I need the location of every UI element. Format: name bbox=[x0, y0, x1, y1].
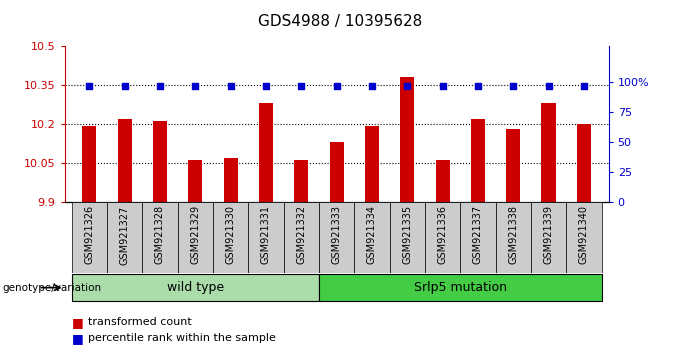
Text: GSM921329: GSM921329 bbox=[190, 205, 201, 264]
Bar bbox=[506, 129, 520, 202]
Point bbox=[367, 83, 377, 88]
Point bbox=[473, 83, 483, 88]
Bar bbox=[496, 202, 531, 273]
Bar bbox=[71, 274, 319, 301]
Text: GSM921327: GSM921327 bbox=[120, 205, 130, 264]
Bar bbox=[107, 202, 142, 273]
Text: Srlp5 mutation: Srlp5 mutation bbox=[413, 281, 507, 294]
Bar bbox=[577, 124, 591, 202]
Text: GSM921330: GSM921330 bbox=[226, 205, 236, 264]
Point bbox=[508, 83, 519, 88]
Text: transformed count: transformed count bbox=[88, 317, 192, 327]
Point bbox=[260, 83, 271, 88]
Bar bbox=[330, 142, 343, 202]
Bar bbox=[471, 119, 485, 202]
Point bbox=[84, 83, 95, 88]
Bar bbox=[354, 202, 390, 273]
Text: GDS4988 / 10395628: GDS4988 / 10395628 bbox=[258, 14, 422, 29]
Text: ■: ■ bbox=[71, 332, 83, 344]
Bar bbox=[460, 202, 496, 273]
Text: GSM921337: GSM921337 bbox=[473, 205, 483, 264]
Bar bbox=[177, 202, 213, 273]
Bar bbox=[566, 202, 602, 273]
Text: GSM921335: GSM921335 bbox=[403, 205, 412, 264]
Text: ■: ■ bbox=[71, 316, 83, 329]
Text: GSM921333: GSM921333 bbox=[332, 205, 341, 264]
Text: GSM921334: GSM921334 bbox=[367, 205, 377, 264]
Bar bbox=[224, 158, 238, 202]
Point bbox=[154, 83, 165, 88]
Text: GSM921328: GSM921328 bbox=[155, 205, 165, 264]
Bar bbox=[213, 202, 248, 273]
Text: GSM921326: GSM921326 bbox=[84, 205, 95, 264]
Bar bbox=[294, 160, 308, 202]
Point bbox=[579, 83, 590, 88]
Text: GSM921338: GSM921338 bbox=[508, 205, 518, 264]
Bar bbox=[259, 103, 273, 202]
Point bbox=[190, 83, 201, 88]
Text: genotype/variation: genotype/variation bbox=[2, 282, 101, 293]
Text: GSM921331: GSM921331 bbox=[261, 205, 271, 264]
Bar bbox=[425, 202, 460, 273]
Bar bbox=[319, 202, 354, 273]
Bar bbox=[401, 77, 414, 202]
Text: GSM921336: GSM921336 bbox=[437, 205, 447, 264]
Point bbox=[543, 83, 554, 88]
Bar bbox=[71, 202, 107, 273]
Point bbox=[225, 83, 236, 88]
Bar bbox=[390, 202, 425, 273]
Point bbox=[402, 83, 413, 88]
Bar bbox=[541, 103, 556, 202]
Bar bbox=[188, 160, 203, 202]
Text: GSM921339: GSM921339 bbox=[543, 205, 554, 264]
Text: percentile rank within the sample: percentile rank within the sample bbox=[88, 333, 276, 343]
Bar bbox=[284, 202, 319, 273]
Text: wild type: wild type bbox=[167, 281, 224, 294]
Bar bbox=[142, 202, 177, 273]
Bar bbox=[248, 202, 284, 273]
Bar bbox=[435, 160, 449, 202]
Bar bbox=[531, 202, 566, 273]
Text: GSM921340: GSM921340 bbox=[579, 205, 589, 264]
Bar bbox=[365, 126, 379, 202]
Bar bbox=[319, 274, 602, 301]
Point bbox=[296, 83, 307, 88]
Bar bbox=[118, 119, 132, 202]
Bar bbox=[82, 126, 97, 202]
Text: GSM921332: GSM921332 bbox=[296, 205, 306, 264]
Bar bbox=[153, 121, 167, 202]
Point bbox=[119, 83, 130, 88]
Point bbox=[437, 83, 448, 88]
Point bbox=[331, 83, 342, 88]
